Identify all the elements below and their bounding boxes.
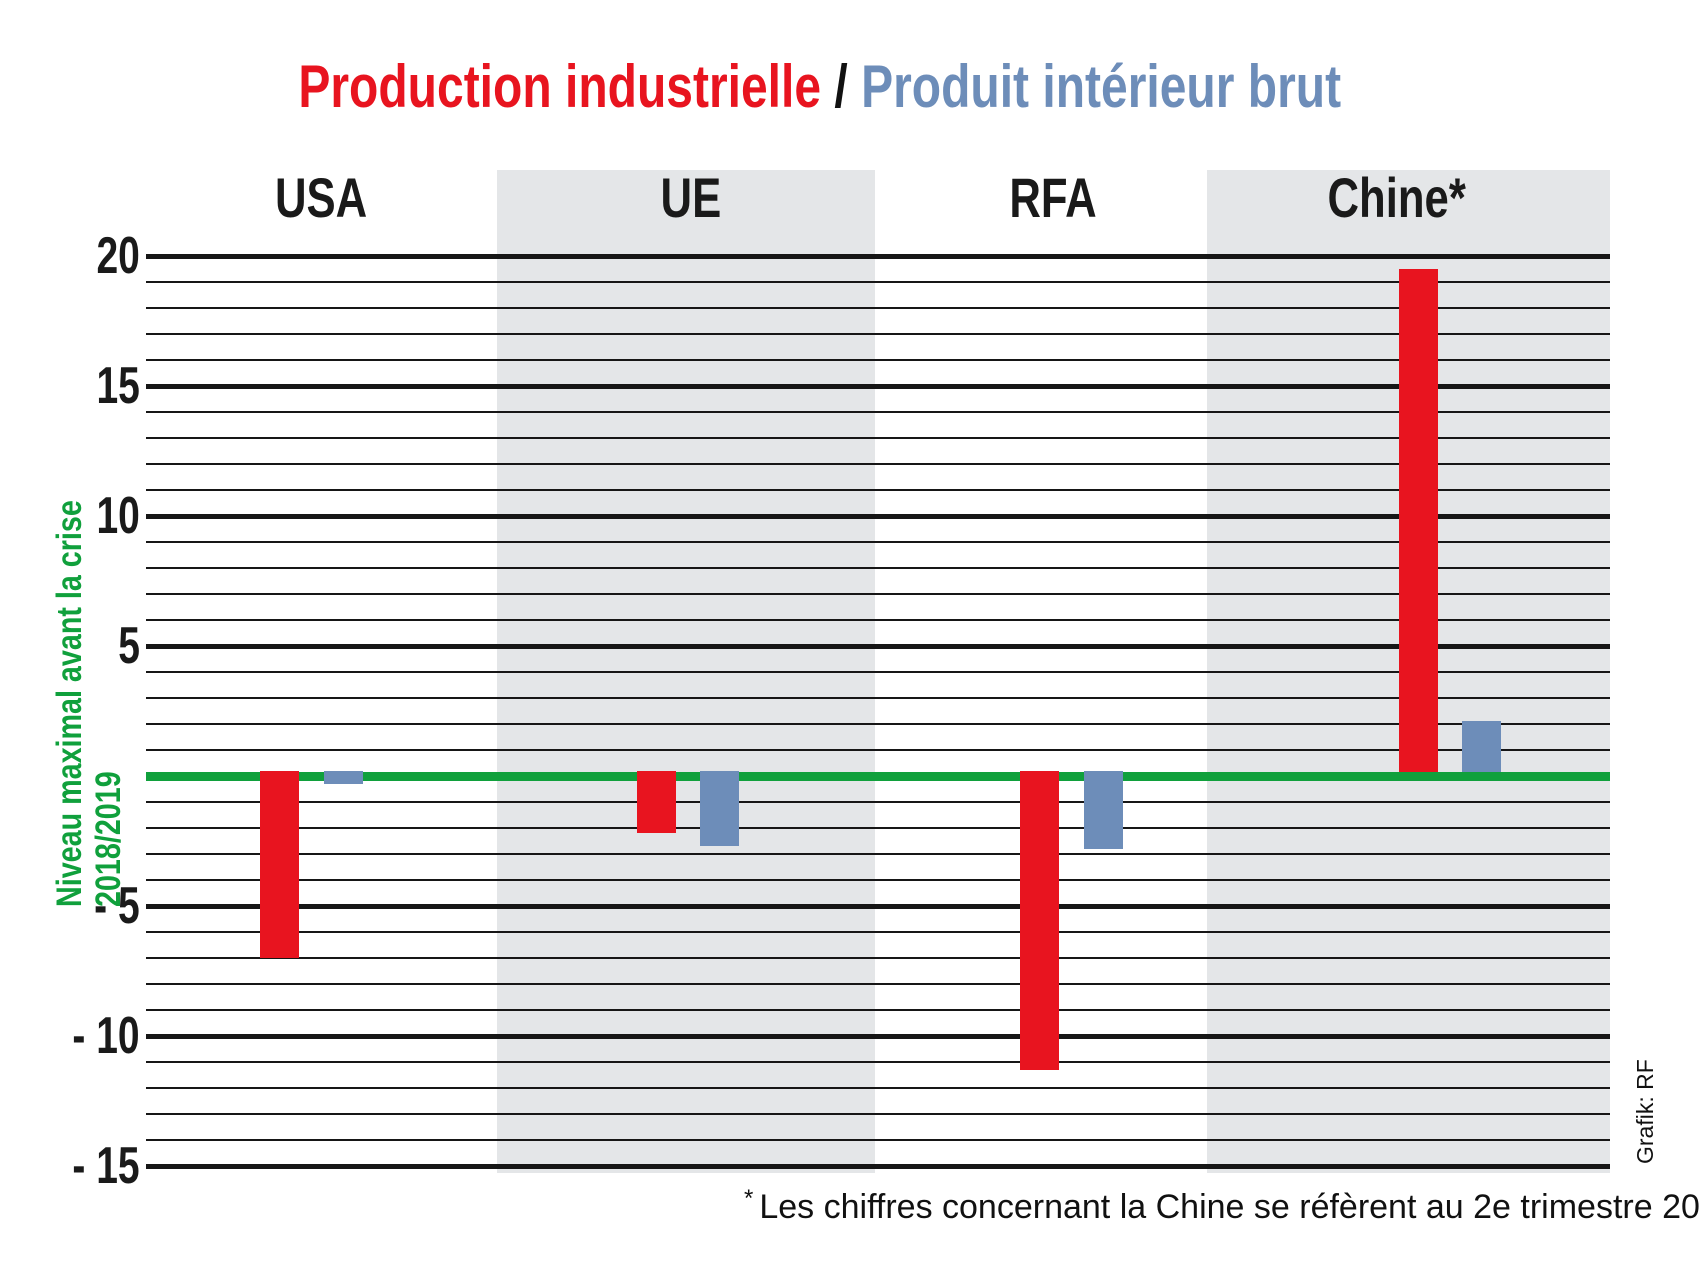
grid-line-major-20 bbox=[146, 253, 1610, 259]
grid-line--9 bbox=[146, 1008, 1610, 1012]
grid-line-11 bbox=[146, 488, 1610, 492]
grid-line-2 bbox=[146, 722, 1610, 726]
y-tick-value: 20 bbox=[96, 227, 140, 285]
y-tick-value: - 5 bbox=[94, 877, 140, 935]
baseline-zero-line bbox=[146, 771, 1610, 781]
category-header-ue: UE bbox=[521, 168, 861, 228]
y-tick-label--5: - 5 bbox=[0, 878, 140, 934]
grid-line-16 bbox=[146, 358, 1610, 362]
bar-produitintrieurbrut-usa bbox=[324, 771, 363, 784]
grid-line-major-15 bbox=[146, 383, 1610, 389]
y-tick-label-5: 5 bbox=[0, 618, 140, 674]
y-tick-value: 5 bbox=[118, 617, 140, 675]
bar-productionindustrielle-chine bbox=[1399, 269, 1438, 776]
grid-line-7 bbox=[146, 592, 1610, 596]
bar-produitintrieurbrut-chine bbox=[1462, 721, 1501, 776]
bar-productionindustrielle-usa bbox=[260, 771, 299, 958]
y-tick-value: 15 bbox=[96, 357, 140, 415]
footnote-text: Les chiffres concernant la Chine se réfè… bbox=[759, 1188, 1700, 1226]
footnote: * Les chiffres concernant la Chine se réf… bbox=[744, 1185, 1700, 1227]
y-tick-label-20: 20 bbox=[0, 228, 140, 284]
grid-line--13 bbox=[146, 1112, 1610, 1116]
chart-title-separator: / bbox=[821, 53, 862, 120]
grid-line-major--10 bbox=[146, 1033, 1610, 1039]
credit: Grafik: RF bbox=[1632, 1059, 1658, 1164]
bar-productionindustrielle-rfa bbox=[1020, 771, 1059, 1070]
chart-title-series2: Produit intérieur brut bbox=[861, 53, 1342, 120]
grid-line--4 bbox=[146, 878, 1610, 882]
bar-produitintrieurbrut-rfa bbox=[1084, 771, 1123, 849]
y-tick-label-10: 10 bbox=[0, 488, 140, 544]
grid-line--1 bbox=[146, 800, 1610, 804]
footnote-asterisk: * bbox=[744, 1185, 754, 1212]
baseline-axis-label-line1: Niveau maximal avant la crise bbox=[50, 500, 89, 907]
bar-produitintrieurbrut-ue bbox=[700, 771, 739, 847]
grid-line-3 bbox=[146, 696, 1610, 700]
y-tick-value: - 10 bbox=[72, 1007, 140, 1065]
category-header-chine: Chine* bbox=[1227, 168, 1567, 228]
grid-line-major-10 bbox=[146, 513, 1610, 519]
category-header-usa: USA bbox=[151, 168, 491, 228]
grid-line--12 bbox=[146, 1086, 1610, 1090]
baseline-axis-label-line2: 2018/2019 bbox=[89, 771, 128, 907]
grid-line--14 bbox=[146, 1138, 1610, 1142]
grid-line-8 bbox=[146, 566, 1610, 570]
grid-line-14 bbox=[146, 410, 1610, 414]
y-tick-label-15: 15 bbox=[0, 358, 140, 414]
y-tick-label--15: - 15 bbox=[0, 1138, 140, 1194]
category-header-rfa: RFA bbox=[883, 168, 1223, 228]
grid-line-6 bbox=[146, 618, 1610, 622]
bar-productionindustrielle-ue bbox=[637, 771, 676, 834]
grid-line-major--15 bbox=[146, 1163, 1610, 1169]
category-header-label: Chine* bbox=[1327, 166, 1467, 229]
grid-line-18 bbox=[146, 306, 1610, 310]
chart-title-series1: Production industrielle bbox=[298, 53, 822, 120]
grid-line-major--5 bbox=[146, 903, 1610, 909]
grid-line-19 bbox=[146, 280, 1610, 284]
category-header-label: UE bbox=[660, 166, 722, 229]
grid-line-1 bbox=[146, 748, 1610, 752]
grid-line-12 bbox=[146, 462, 1610, 466]
chart-title: Production industrielle / Produit intéri… bbox=[0, 52, 1640, 121]
category-header-label: USA bbox=[274, 166, 368, 229]
y-tick-value: 10 bbox=[96, 487, 140, 545]
grid-line-4 bbox=[146, 670, 1610, 674]
grid-line--6 bbox=[146, 930, 1610, 934]
grid-line--8 bbox=[146, 982, 1610, 986]
baseline-axis-label: Niveau maximal avant la crise 2018/2019 bbox=[50, 500, 128, 907]
grid-line-major-5 bbox=[146, 643, 1610, 649]
grid-line--11 bbox=[146, 1060, 1610, 1064]
grid-line--2 bbox=[146, 826, 1610, 830]
grid-line-9 bbox=[146, 540, 1610, 544]
grid-line-17 bbox=[146, 332, 1610, 336]
category-header-label: RFA bbox=[1009, 166, 1097, 229]
grid-line-13 bbox=[146, 436, 1610, 440]
y-tick-label--10: - 10 bbox=[0, 1008, 140, 1064]
grid-line--3 bbox=[146, 852, 1610, 856]
y-tick-value: - 15 bbox=[72, 1137, 140, 1195]
grid-line--7 bbox=[146, 956, 1610, 960]
